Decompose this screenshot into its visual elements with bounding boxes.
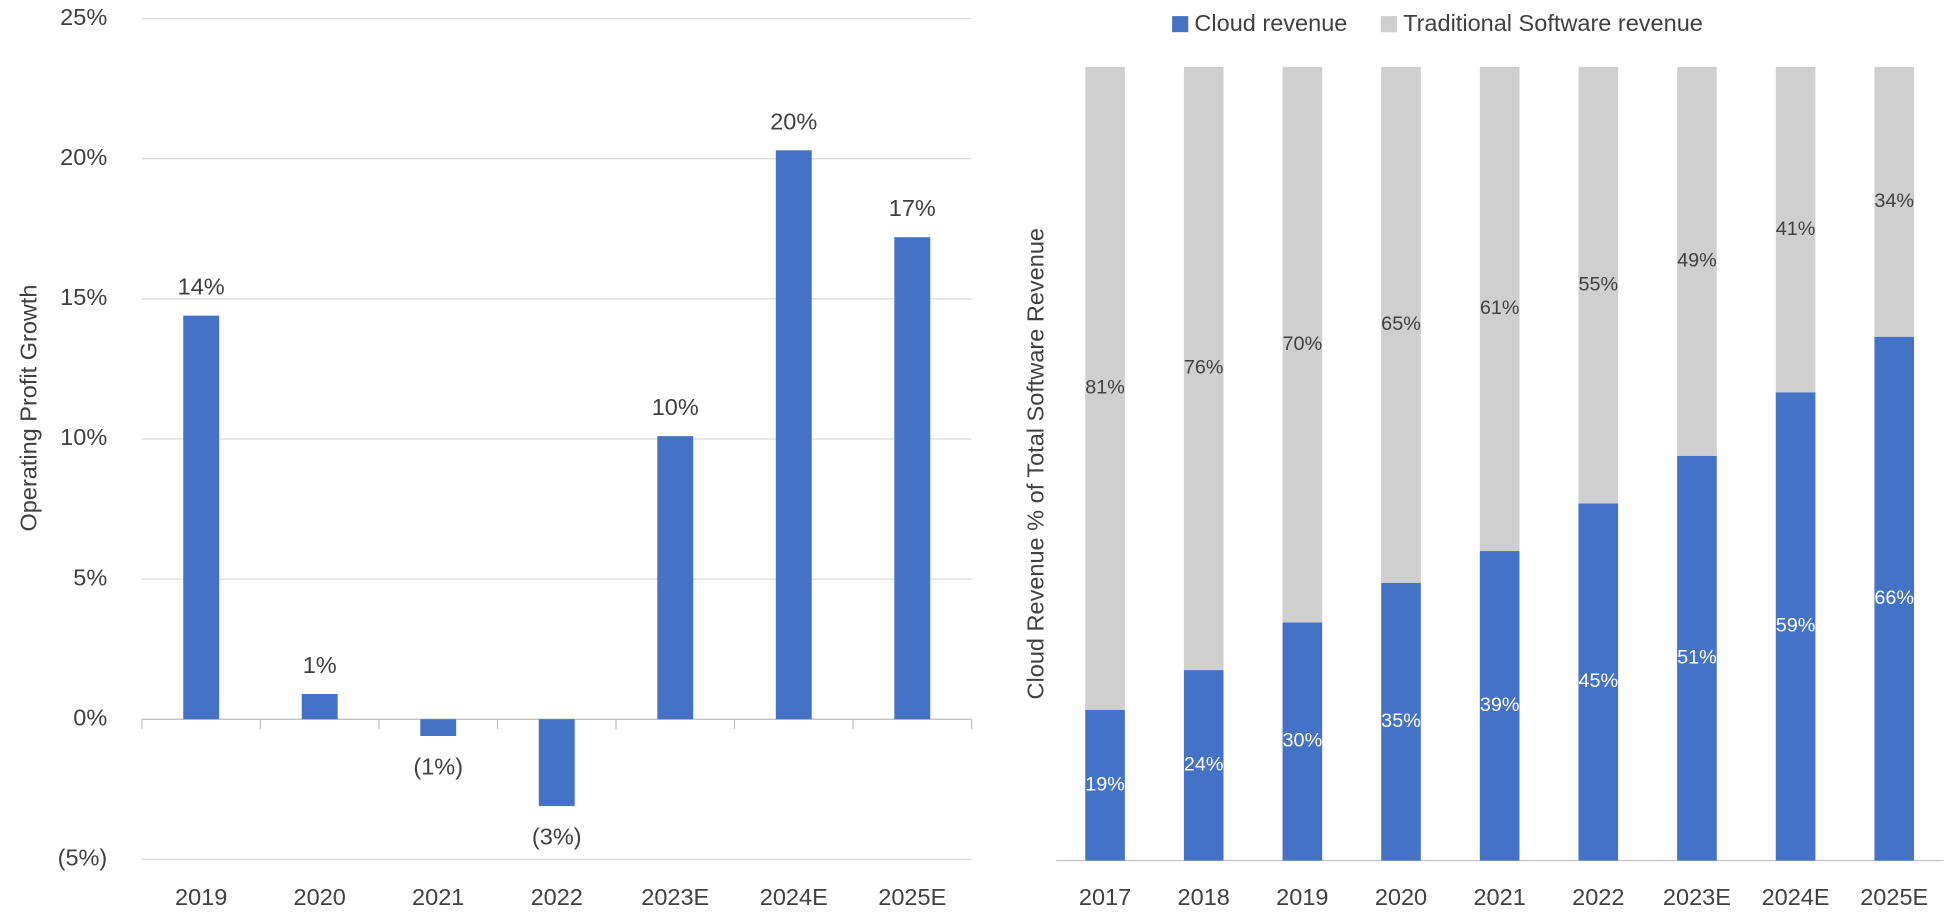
x-tick-label: 2020 — [294, 884, 346, 910]
data-label: 45% — [1578, 670, 1618, 692]
bar-segment — [1381, 582, 1421, 861]
x-tick-label: 2022 — [531, 884, 583, 910]
x-tick-label: 2024E — [760, 884, 828, 910]
data-label: 59% — [1776, 615, 1816, 637]
legend-label: Cloud revenue — [1194, 10, 1347, 36]
data-label: 35% — [1381, 710, 1421, 732]
data-label: 76% — [1184, 357, 1224, 379]
data-label: 19% — [1085, 773, 1125, 795]
bar-segment — [1183, 670, 1224, 861]
bar-segment — [1282, 66, 1323, 623]
x-tick-label: 2019 — [175, 884, 227, 910]
data-label: 30% — [1283, 730, 1323, 752]
legend-swatch — [1380, 16, 1397, 33]
legend-swatch — [1172, 16, 1189, 33]
bar-segment — [1479, 66, 1520, 552]
bar-segment — [1578, 66, 1619, 504]
bar — [183, 315, 220, 720]
bar — [538, 719, 575, 807]
data-label: 61% — [1480, 297, 1520, 319]
data-label: 81% — [1085, 377, 1125, 399]
data-label: 41% — [1776, 218, 1816, 240]
y-tick-label: 10% — [60, 424, 107, 450]
bar-segment — [1183, 66, 1224, 671]
x-tick-label: 2025E — [1860, 884, 1928, 910]
bar-segment — [1874, 66, 1915, 337]
bar-segment — [1085, 66, 1125, 710]
bar-segment — [1775, 66, 1816, 393]
bar — [301, 693, 338, 720]
y-tick-label: 25% — [60, 4, 107, 30]
data-label: 17% — [889, 195, 936, 221]
data-label: 24% — [1184, 754, 1224, 776]
bar-segment — [1282, 622, 1323, 861]
data-label: 66% — [1874, 587, 1914, 609]
bar — [775, 150, 812, 720]
x-tick-label: 2021 — [1473, 884, 1525, 910]
data-label: 49% — [1677, 250, 1717, 272]
y-tick-label: 0% — [73, 704, 107, 730]
x-tick-label: 2019 — [1276, 884, 1328, 910]
bar-segment — [1578, 503, 1619, 861]
bar-segment — [1775, 392, 1816, 861]
y-axis-label: Cloud Revenue % of Total Software Revenu… — [1022, 228, 1048, 699]
y-tick-label: (5%) — [58, 845, 108, 871]
x-tick-label: 2017 — [1079, 884, 1131, 910]
data-label: 39% — [1480, 694, 1520, 716]
x-tick-label: 2023E — [641, 884, 709, 910]
bar — [420, 719, 457, 737]
data-label: 10% — [652, 394, 699, 420]
y-axis-label: Operating Profit Growth — [16, 284, 42, 531]
data-label: 20% — [770, 108, 817, 134]
bar-segment — [1479, 551, 1520, 861]
data-label: 70% — [1283, 333, 1323, 355]
y-tick-label: 15% — [60, 284, 107, 310]
data-label: 34% — [1874, 190, 1914, 212]
data-label: 1% — [303, 652, 337, 678]
data-label: (3%) — [532, 823, 582, 849]
x-tick-label: 2021 — [412, 884, 464, 910]
data-label: 14% — [178, 274, 225, 300]
bar-segment — [1677, 455, 1717, 861]
x-tick-label: 2022 — [1572, 884, 1624, 910]
x-tick-label: 2025E — [878, 884, 946, 910]
bar-segment — [1381, 66, 1421, 583]
y-tick-label: 5% — [73, 564, 107, 590]
x-tick-label: 2024E — [1762, 884, 1830, 910]
x-tick-label: 2023E — [1663, 884, 1731, 910]
bar — [894, 237, 931, 720]
bar-segment — [1677, 66, 1717, 456]
data-label: (1%) — [413, 753, 463, 779]
data-label: 51% — [1677, 646, 1717, 668]
bar — [657, 436, 694, 720]
data-label: 65% — [1381, 313, 1421, 335]
y-tick-label: 20% — [60, 144, 107, 170]
x-tick-label: 2020 — [1375, 884, 1427, 910]
bar-segment — [1874, 336, 1915, 861]
x-tick-label: 2018 — [1178, 884, 1230, 910]
legend-label: Traditional Software revenue — [1403, 10, 1703, 36]
data-label: 55% — [1578, 273, 1618, 295]
bar-segment — [1085, 709, 1125, 861]
